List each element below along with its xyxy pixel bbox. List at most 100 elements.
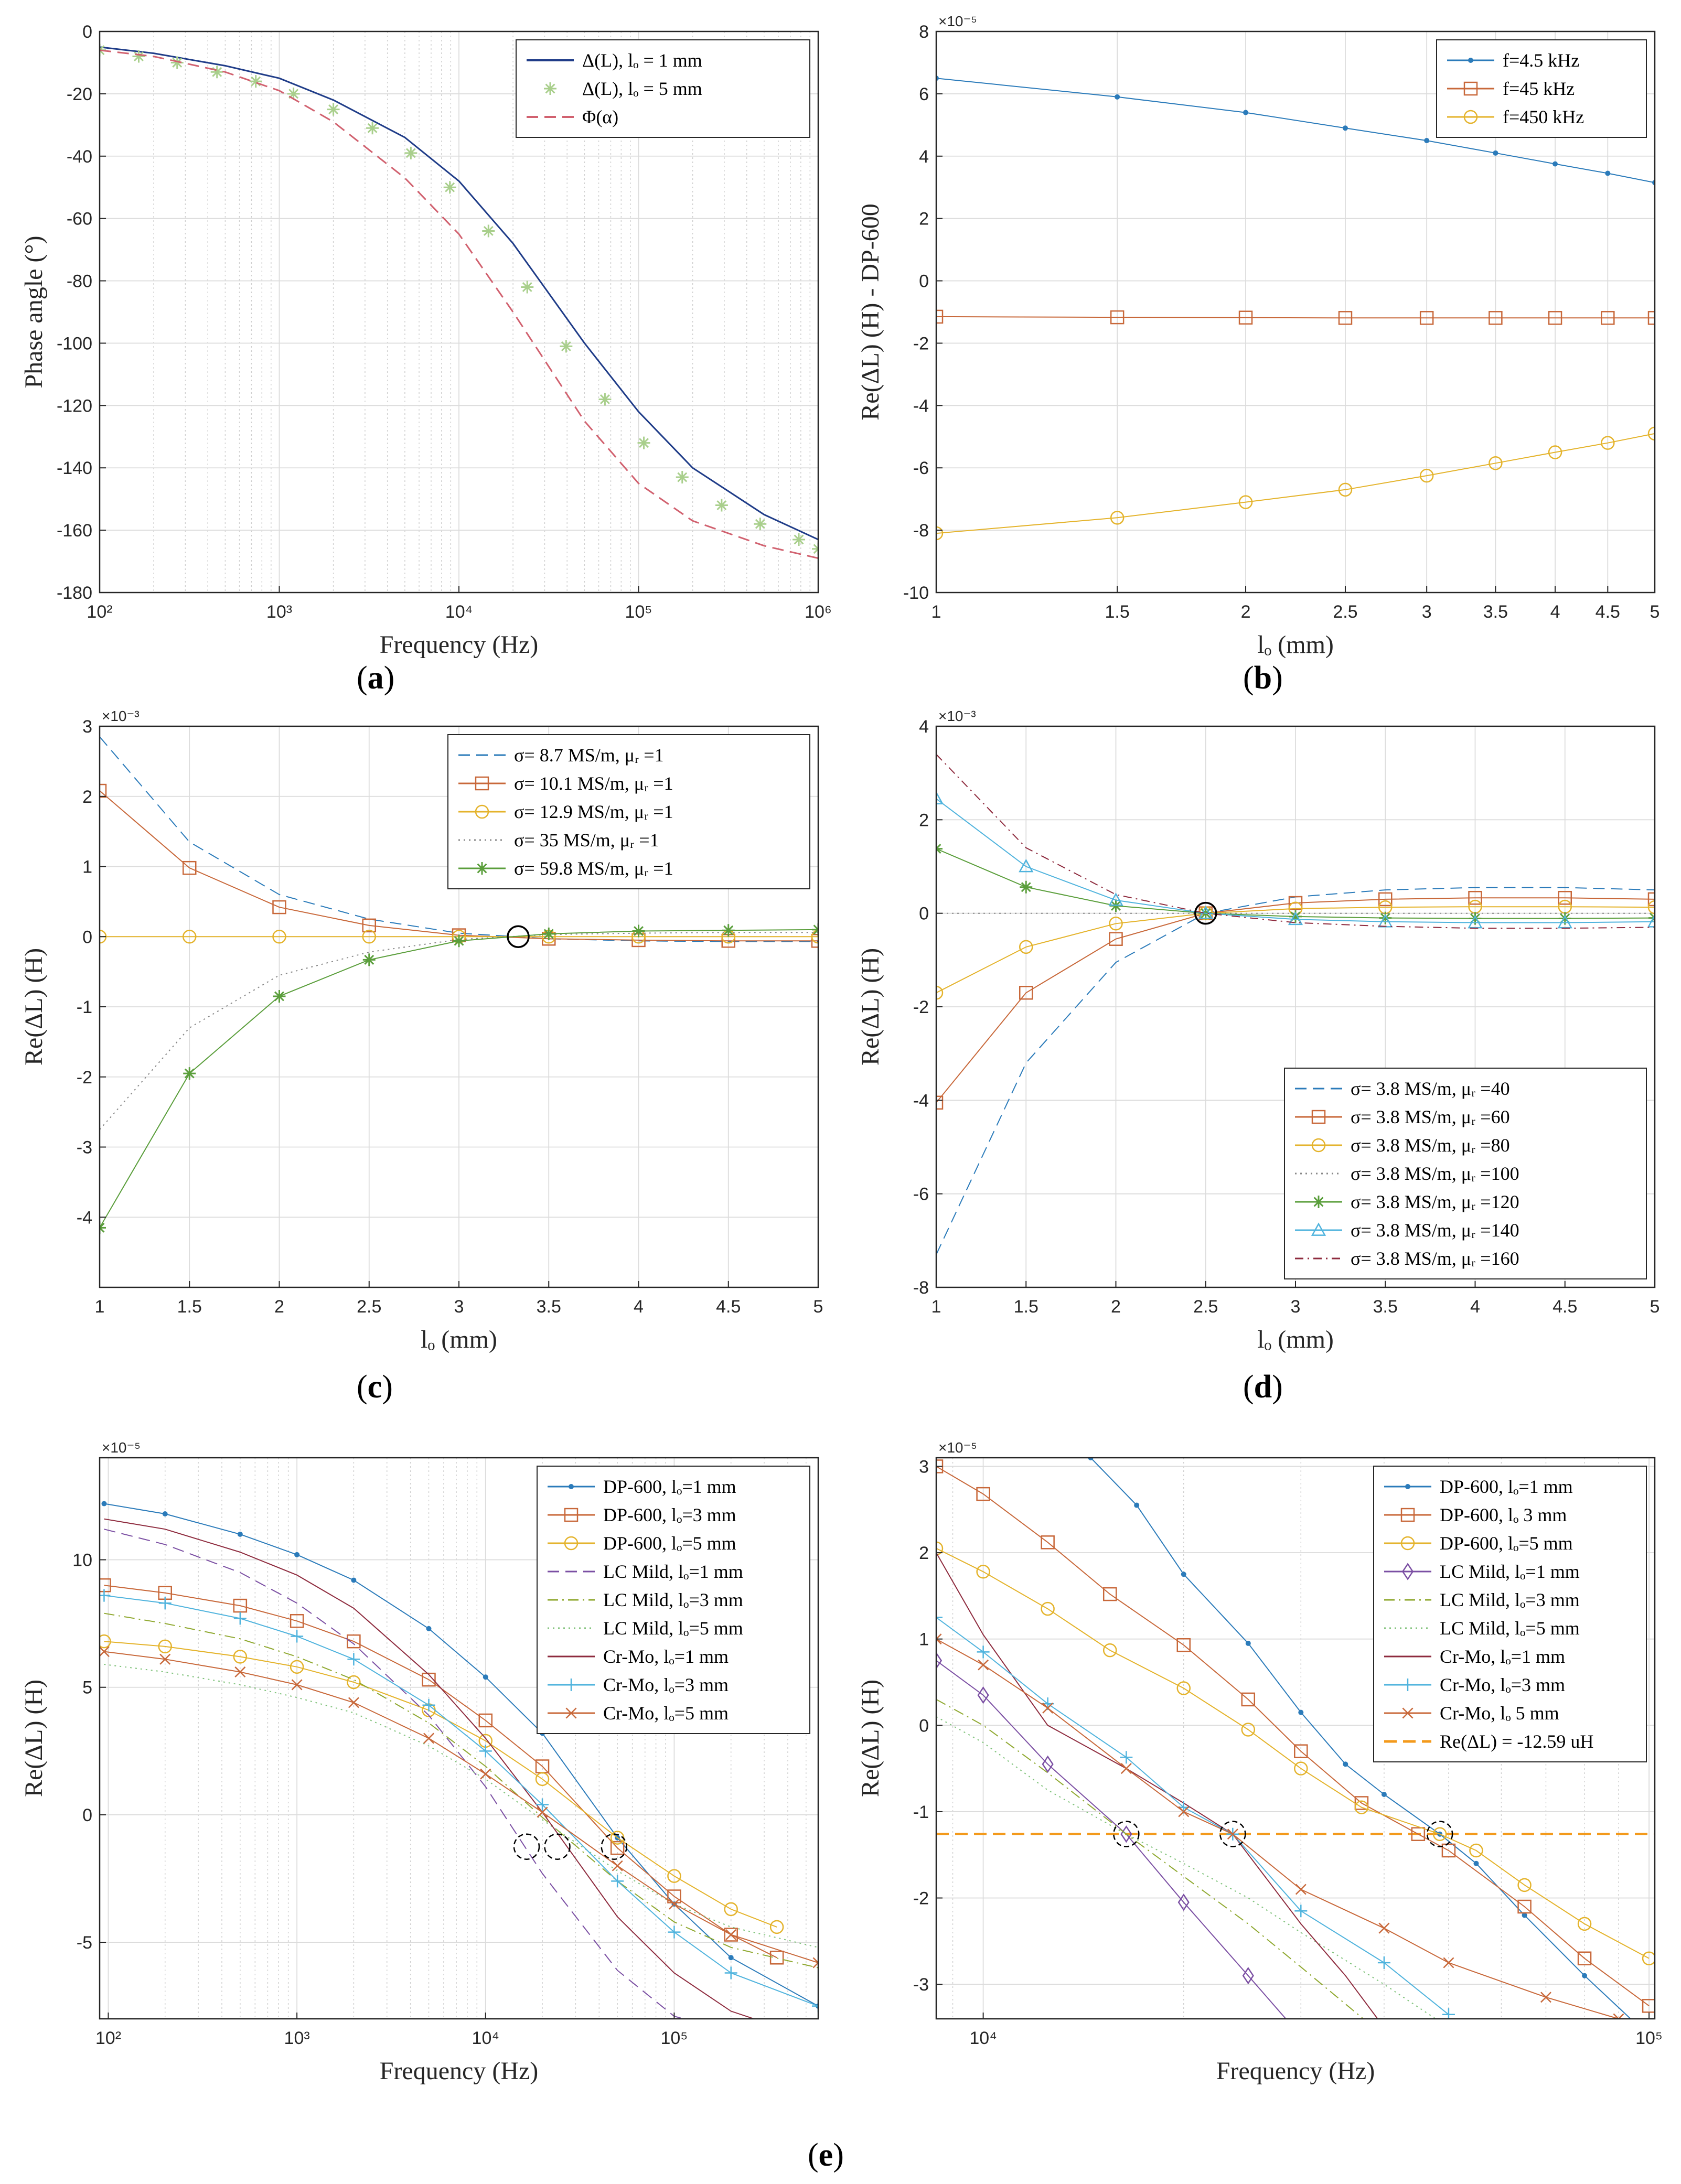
chart-panel-e-left: 10² 10³ 10⁴ 10⁵ 10 5 0 -5 ×10⁻⁵ Frequency (Hz) Re(… bbox=[10, 1437, 829, 2113]
data-point-1-5 bbox=[1378, 892, 1393, 907]
data-point-1-11 bbox=[521, 281, 534, 294]
legend-label-9: Re(ΔL) = -12.59 uH bbox=[1440, 1731, 1593, 1752]
y-tick-label: 0 bbox=[919, 904, 929, 924]
x-tick-label: 2 bbox=[274, 1297, 284, 1317]
data-point-3-8 bbox=[1379, 2124, 1389, 2139]
data-point-1-9 bbox=[443, 181, 456, 194]
data-point-8-8 bbox=[1443, 1957, 1454, 1968]
x-tick-label: 5 bbox=[1650, 602, 1660, 622]
y-tick-label: -2 bbox=[913, 997, 929, 1017]
y-tick-label: -3 bbox=[913, 1975, 929, 1995]
series-line-8 bbox=[936, 1638, 1621, 2019]
y-tick-label: 4 bbox=[919, 717, 929, 737]
y-tick-label: 8 bbox=[919, 22, 929, 42]
data-point-1-1 bbox=[1019, 986, 1033, 1000]
series-line-0 bbox=[100, 46, 818, 541]
legend-label-4: LC Mild, lₒ=3 mm bbox=[1440, 1589, 1580, 1610]
legend-marker-0 bbox=[569, 1484, 574, 1489]
legend-marker-2 bbox=[1400, 1536, 1415, 1551]
data-point-0-6 bbox=[1552, 161, 1558, 167]
y-tick-label: 0 bbox=[82, 22, 92, 42]
data-point-8-8 bbox=[612, 1860, 623, 1871]
x-tick-label: 4.5 bbox=[1596, 602, 1620, 622]
data-point-0-4 bbox=[1298, 1709, 1304, 1715]
data-point-1-0 bbox=[100, 783, 107, 798]
legend-box bbox=[516, 39, 810, 138]
data-point-2-8 bbox=[1647, 900, 1655, 915]
data-point-7-6 bbox=[479, 1745, 492, 1758]
x-tick-label: 2.5 bbox=[1333, 602, 1357, 622]
series-line-1 bbox=[936, 316, 1655, 319]
legend-label-7: Cr-Mo, lₒ=3 mm bbox=[1440, 1674, 1565, 1695]
data-point-0-2 bbox=[1243, 110, 1249, 115]
data-point-0-3 bbox=[1245, 1640, 1251, 1646]
data-point-2-12 bbox=[1642, 1951, 1655, 1966]
data-point-0-4 bbox=[1424, 138, 1430, 144]
data-point-1-4 bbox=[1288, 896, 1303, 910]
legend: Δ(L), lₒ = 1 mm Δ(L), lₒ = 5 mm Φ(α) bbox=[516, 39, 810, 138]
data-point-2-3 bbox=[290, 1660, 304, 1674]
data-point-1-12 bbox=[560, 340, 573, 353]
y-tick-label: -10 bbox=[903, 583, 929, 603]
crossing-point-circle-1 bbox=[544, 1833, 571, 1860]
legend-label-6: σ= 3.8 MS/m, μᵣ =160 bbox=[1351, 1248, 1519, 1269]
data-point-7-4 bbox=[347, 1653, 360, 1666]
data-point-1-7 bbox=[1558, 890, 1572, 905]
data-point-8-0 bbox=[100, 1646, 110, 1658]
chart-panel-c: 1 1.5 2 2.5 3 3.5 4 4.5 5 3 2 1 0 -1 -2 -3 -4 ×10⁻³ lₒ (mm… bbox=[10, 705, 829, 1382]
x-tick-label: 10² bbox=[95, 2028, 121, 2048]
data-point-2-4 bbox=[347, 1675, 361, 1690]
x-tick-label: 10⁴ bbox=[445, 602, 473, 622]
x-tick-label: 3 bbox=[1291, 1297, 1301, 1317]
legend-label-0: DP-600, lₒ=1 mm bbox=[1440, 1476, 1573, 1497]
y-tick-label: -2 bbox=[913, 1889, 929, 1909]
data-point-1-5 bbox=[1241, 1692, 1256, 1707]
axis-multiplier: ×10⁻⁵ bbox=[938, 13, 977, 29]
legend-box bbox=[1284, 1068, 1647, 1279]
x-tick-label: 10⁵ bbox=[1635, 2028, 1663, 2048]
legend-label-2: σ= 3.8 MS/m, μᵣ =80 bbox=[1351, 1135, 1510, 1156]
chart-e-right-svg: 10⁴ 10⁵ 3 2 1 0 -1 -2 -3 ×10⁻⁵ Frequency (Hz) Re(ΔL… bbox=[856, 1439, 1663, 2085]
y-axis-label: Re(ΔL) (H) bbox=[856, 1680, 884, 1797]
x-tick-label: 2.5 bbox=[357, 1297, 381, 1317]
data-point-1-2 bbox=[1109, 932, 1123, 946]
series-line-7 bbox=[104, 1595, 818, 2007]
data-point-1-6 bbox=[327, 103, 340, 116]
x-tick-label: 1 bbox=[95, 1297, 105, 1317]
data-point-1-2 bbox=[233, 1598, 248, 1613]
data-point-5-4 bbox=[1288, 911, 1303, 926]
tick-labels: 10⁴ 10⁵ 3 2 1 0 -1 -2 -3 bbox=[913, 1457, 1663, 2048]
data-point-1-6 bbox=[1468, 890, 1482, 905]
data-point-0-5 bbox=[1343, 1761, 1348, 1767]
data-point-0-5 bbox=[426, 1626, 432, 1631]
data-point-8-9 bbox=[1540, 1992, 1551, 2003]
series-line-1 bbox=[104, 1585, 777, 1959]
data-point-8-9 bbox=[668, 1898, 680, 1910]
data-point-0-0 bbox=[101, 1501, 107, 1507]
data-point-8-2 bbox=[234, 1666, 246, 1678]
y-tick-label: -2 bbox=[913, 333, 929, 353]
data-point-1-8 bbox=[811, 934, 818, 948]
data-point-7-3 bbox=[291, 1630, 304, 1643]
series-line-2 bbox=[936, 1547, 1650, 1959]
legend-label-2: DP-600, lₒ=5 mm bbox=[603, 1533, 736, 1554]
data-point-8-1 bbox=[159, 1653, 171, 1665]
x-tick-label: 5 bbox=[1650, 1297, 1660, 1317]
data-point-5-2 bbox=[1108, 892, 1123, 906]
legend-marker-8 bbox=[565, 1707, 577, 1719]
x-tick-label: 10⁴ bbox=[472, 2028, 499, 2048]
x-axis-label: Frequency (Hz) bbox=[1216, 2057, 1375, 2085]
data-point-4-1 bbox=[183, 1067, 196, 1080]
legend-label-2: σ= 12.9 MS/m, μᵣ =1 bbox=[514, 801, 673, 822]
data-point-0-9 bbox=[1522, 1912, 1527, 1918]
data-point-1-13 bbox=[598, 393, 612, 406]
x-tick-label: 10⁵ bbox=[660, 2028, 688, 2048]
data-point-1-3 bbox=[210, 66, 223, 79]
data-point-2-8 bbox=[1647, 426, 1655, 441]
data-point-5-7 bbox=[1557, 915, 1572, 929]
data-point-4-5 bbox=[542, 927, 555, 940]
data-point-2-7 bbox=[535, 1772, 550, 1787]
legend-label-7: Cr-Mo, lₒ=3 mm bbox=[603, 1674, 729, 1695]
data-point-1-11 bbox=[1577, 1951, 1592, 1966]
legend-marker-2 bbox=[1463, 110, 1478, 124]
